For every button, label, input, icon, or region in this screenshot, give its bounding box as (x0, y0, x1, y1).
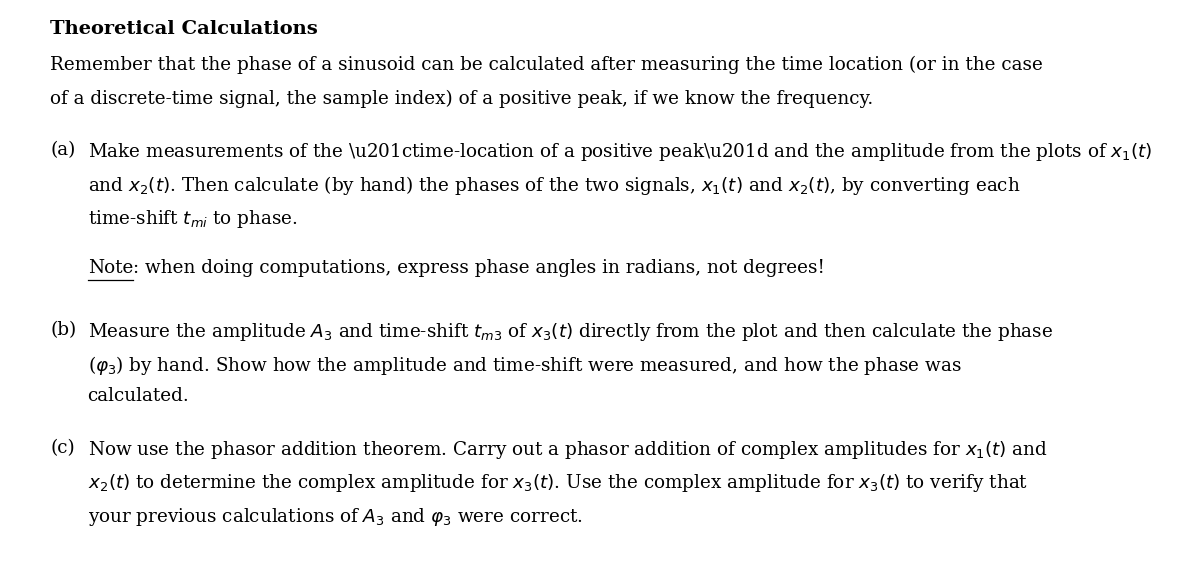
Text: : when doing computations, express phase angles in radians, not degrees!: : when doing computations, express phase… (133, 259, 826, 277)
Text: of a discrete-time signal, the sample index) of a positive peak, if we know the : of a discrete-time signal, the sample in… (50, 90, 874, 108)
Text: Now use the phasor addition theorem. Carry out a phasor addition of complex ampl: Now use the phasor addition theorem. Car… (88, 439, 1048, 461)
Text: Measure the amplitude $A_3$ and time-shift $t_{m3}$ of $x_3(t)$ directly from th: Measure the amplitude $A_3$ and time-shi… (88, 321, 1052, 343)
Text: calculated.: calculated. (88, 387, 190, 405)
Text: (c): (c) (50, 439, 76, 457)
Text: Remember that the phase of a sinusoid can be calculated after measuring the time: Remember that the phase of a sinusoid ca… (50, 56, 1043, 75)
Text: (a): (a) (50, 141, 76, 159)
Text: Note: Note (88, 259, 133, 277)
Text: time-shift $t_{mi}$ to phase.: time-shift $t_{mi}$ to phase. (88, 208, 298, 230)
Text: your previous calculations of $A_3$ and $\varphi_3$ were correct.: your previous calculations of $A_3$ and … (88, 505, 582, 527)
Text: ($\varphi_3$) by hand. Show how the amplitude and time-shift were measured, and : ($\varphi_3$) by hand. Show how the ampl… (88, 354, 961, 377)
Text: Make measurements of the \u201ctime-location of a positive peak\u201d and the am: Make measurements of the \u201ctime-loca… (88, 141, 1152, 163)
Text: $x_2(t)$ to determine the complex amplitude for $x_3(t)$. Use the complex amplit: $x_2(t)$ to determine the complex amplit… (88, 472, 1028, 494)
Text: Theoretical Calculations: Theoretical Calculations (50, 20, 318, 38)
Text: and $x_2(t)$. Then calculate (by hand) the phases of the two signals, $x_1(t)$ a: and $x_2(t)$. Then calculate (by hand) t… (88, 174, 1020, 197)
Text: (b): (b) (50, 321, 77, 339)
